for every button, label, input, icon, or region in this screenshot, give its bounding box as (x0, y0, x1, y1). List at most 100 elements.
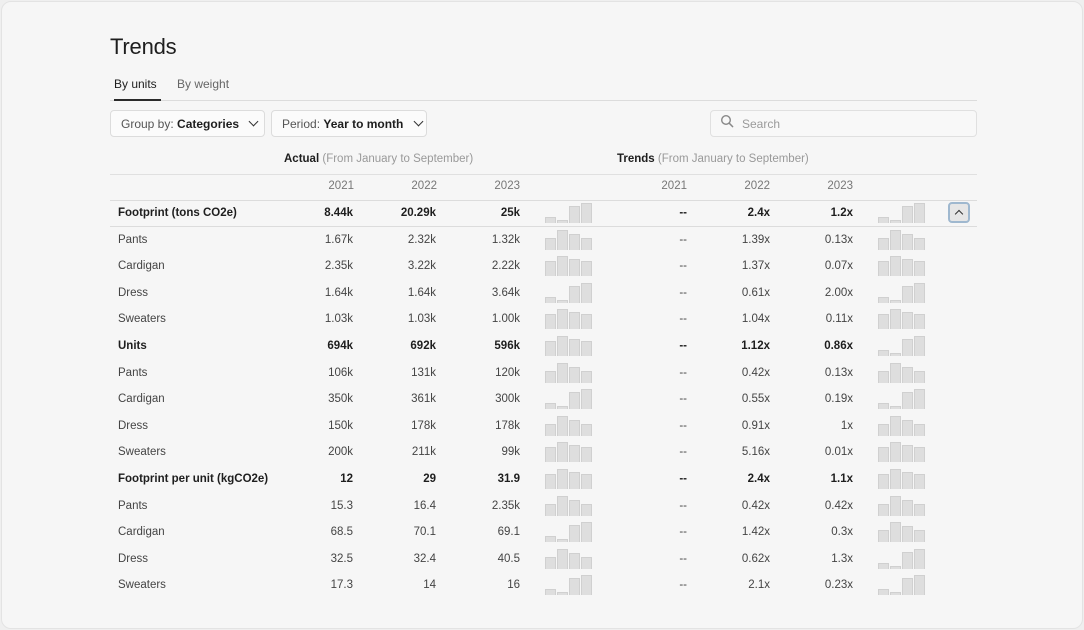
actual-value-cell: 8.44k (324, 207, 353, 219)
sparkline-bar (557, 495, 568, 516)
trends-value-cell: -- (679, 552, 687, 565)
actual-value-cell: 596k (494, 340, 520, 352)
trends-value-cell: -- (679, 260, 687, 273)
trends-label: Trends (617, 153, 655, 165)
sparkline-bar (569, 472, 580, 489)
sparkline-bar (890, 353, 901, 356)
trends-value-cell: 2.00x (824, 286, 853, 299)
actual-sparkline (545, 415, 592, 436)
sparkline-bar (902, 445, 913, 463)
sparkline-bar (914, 423, 925, 436)
actual-value-cell: 69.1 (497, 526, 520, 539)
sparkline-bar (890, 362, 901, 383)
sparkline-bar (581, 261, 592, 277)
sparkline-bar (914, 474, 925, 489)
sparkline-bar (557, 309, 568, 330)
sparkline-bar (914, 261, 925, 277)
sparkline-bar (581, 575, 592, 596)
sparkline-bar (902, 312, 913, 330)
sparkline-bar (878, 503, 889, 516)
sparkline-bar (902, 526, 913, 543)
trends-value-cell: 1.37x (741, 260, 770, 273)
chevron-down-icon (413, 116, 424, 127)
sparkline-bar (557, 592, 568, 596)
sparkline-bar (914, 314, 925, 330)
actual-range: (From January to September) (322, 153, 474, 165)
row-label: Pants (118, 499, 148, 512)
actual-value-cell: 361k (411, 393, 436, 406)
group-by-dropdown[interactable]: Group by: Categories (110, 110, 265, 137)
period-dropdown[interactable]: Period: Year to month (271, 110, 427, 137)
trends-sparkline (878, 256, 925, 277)
sparkline-bar (581, 503, 592, 516)
actual-value-cell: 1.67k (324, 233, 353, 246)
sparkline-bar (902, 366, 913, 383)
row-label: Dress (118, 286, 149, 299)
sparkline-bar (878, 217, 889, 223)
sparkline-bar (890, 495, 901, 516)
sparkline-bar (581, 556, 592, 569)
sparkline-bar (890, 469, 901, 489)
sparkline-bar (914, 282, 925, 303)
actual-value-cell: 2.22k (491, 260, 520, 273)
trends-value-cell: 2.4x (747, 207, 770, 219)
tab-by-units[interactable]: By units (114, 74, 161, 101)
sparkline-bar (890, 522, 901, 543)
sparkline-bar (581, 423, 592, 436)
sparkline-bar (890, 415, 901, 436)
actual-label: Actual (284, 153, 320, 165)
tab-bar: By units By weight (110, 74, 977, 101)
sparkline-bar (581, 282, 592, 303)
trends-value-cell: 0.42x (741, 499, 770, 512)
header-divider (110, 174, 977, 175)
sparkline-bar (902, 578, 913, 596)
table-row: Sweaters 17.3 14 16 -- 2.1x 0.23x (110, 572, 977, 599)
sparkline-bar (569, 233, 580, 250)
actual-sparkline (545, 336, 592, 356)
trends-value-cell: 1.3x (831, 552, 853, 565)
search-input[interactable] (742, 116, 962, 131)
sparkline-bar (557, 415, 568, 436)
tab-by-weight[interactable]: By weight (177, 77, 230, 91)
actual-value-cell: 29 (423, 473, 436, 485)
actual-sparkline (545, 442, 592, 463)
actual-sparkline (545, 575, 592, 596)
table-row: Dress 150k 178k 178k -- 0.91x 1x (110, 413, 977, 440)
sparkline-bar (557, 336, 568, 356)
table-row: Units 694k 692k 596k -- 1.12x 0.86x (110, 333, 977, 360)
actual-sparkline (545, 469, 592, 489)
sparkline-bar (569, 206, 580, 223)
sparkline-bar (878, 474, 889, 489)
sparkline-bar (902, 206, 913, 223)
actual-value-cell: 2.32k (407, 233, 436, 246)
trends-year-header: 2022 (744, 180, 770, 192)
sparkline-bar (545, 503, 556, 516)
trends-sparkline (878, 469, 925, 489)
actual-value-cell: 692k (410, 340, 436, 352)
trends-year-header: 2021 (661, 180, 687, 192)
actual-sparkline (545, 203, 592, 223)
actual-year-header: 2022 (411, 180, 437, 192)
sparkline-bar (581, 314, 592, 330)
sparkline-bar (914, 370, 925, 383)
sparkline-bar (890, 256, 901, 277)
trends-value-cell: -- (679, 393, 687, 406)
trends-sparkline (878, 495, 925, 516)
sparkline-bar (914, 548, 925, 569)
row-label: Units (118, 340, 147, 352)
actual-value-cell: 40.5 (497, 552, 520, 565)
sparkline-bar (902, 285, 913, 303)
sparkline-bar (569, 445, 580, 463)
sparkline-bar (890, 592, 901, 596)
trends-value-cell: -- (679, 340, 687, 352)
sparkline-bar (545, 314, 556, 330)
trends-value-cell: 0.11x (825, 313, 853, 326)
actual-value-cell: 17.3 (330, 579, 353, 592)
sparkline-bar (581, 474, 592, 489)
sparkline-bar (878, 423, 889, 436)
sparkline-bar (557, 548, 568, 569)
trends-value-cell: 0.62x (741, 552, 770, 565)
row-label: Cardigan (118, 526, 165, 539)
collapse-button[interactable] (948, 202, 970, 223)
actual-sparkline (545, 389, 592, 410)
